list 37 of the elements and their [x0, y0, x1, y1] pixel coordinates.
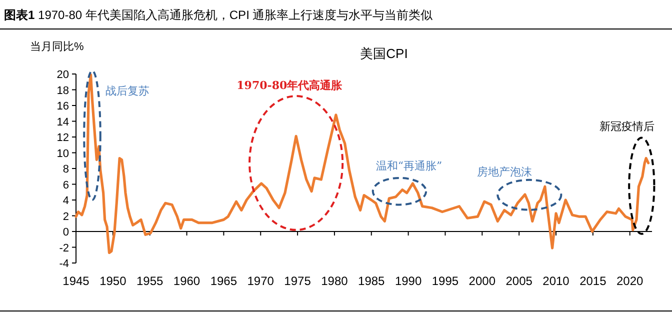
- annotation: 1970-80年代高通胀: [236, 79, 344, 92]
- annotation: 战后复苏: [106, 84, 150, 98]
- x-tick-label: 2015: [580, 274, 607, 288]
- y-tick-label: 12: [56, 132, 69, 144]
- x-tick-label: 1965: [210, 274, 238, 288]
- x-tick-label: 1980: [321, 274, 348, 288]
- y-tick-label: 6: [62, 179, 69, 192]
- x-tick-label: 1955: [136, 274, 164, 288]
- chart-subtitle: 美国CPI: [360, 46, 408, 61]
- x-tick-label: 1950: [100, 274, 127, 288]
- x-tick-label: 1975: [284, 274, 312, 288]
- y-tick-label: -4: [59, 258, 69, 270]
- x-tick-label: 1970: [247, 274, 274, 288]
- y-tick-label: 8: [62, 164, 69, 176]
- y-tick-label: 2: [62, 210, 69, 223]
- x-tick-label: 1960: [173, 274, 200, 288]
- y-tick-label: 18: [56, 84, 69, 97]
- y-axis-title: 当月同比%: [30, 40, 84, 53]
- x-tick-label: 2005: [506, 274, 533, 288]
- annotation: 房地产泡沫: [476, 166, 532, 179]
- y-tick-label: 4: [62, 195, 69, 207]
- annotation: 温和“再通胀”: [376, 159, 442, 172]
- chart-title: 图表1 1970-80 年代美国陷入高通胀危机，CPI 通胀率上行速度与水平与当前类似: [4, 8, 433, 22]
- x-tick-label: 1985: [358, 274, 386, 288]
- x-tick-label: 2010: [542, 274, 570, 288]
- y-tick-label: 14: [56, 116, 69, 128]
- x-tick-label: 1990: [394, 274, 422, 288]
- x-tick-label: 1995: [432, 274, 459, 288]
- y-tick-label: 16: [56, 100, 69, 112]
- x-tick-label: 2000: [468, 274, 496, 288]
- y-tick-label: 0: [62, 226, 69, 238]
- y-tick-label: 20: [56, 69, 69, 81]
- annotation: 新冠疫情后: [599, 120, 654, 133]
- x-tick-label: 2020: [616, 274, 644, 288]
- y-tick-label: 10: [56, 148, 69, 160]
- x-tick-label: 1945: [62, 274, 90, 288]
- y-tick-label: -2: [59, 242, 69, 254]
